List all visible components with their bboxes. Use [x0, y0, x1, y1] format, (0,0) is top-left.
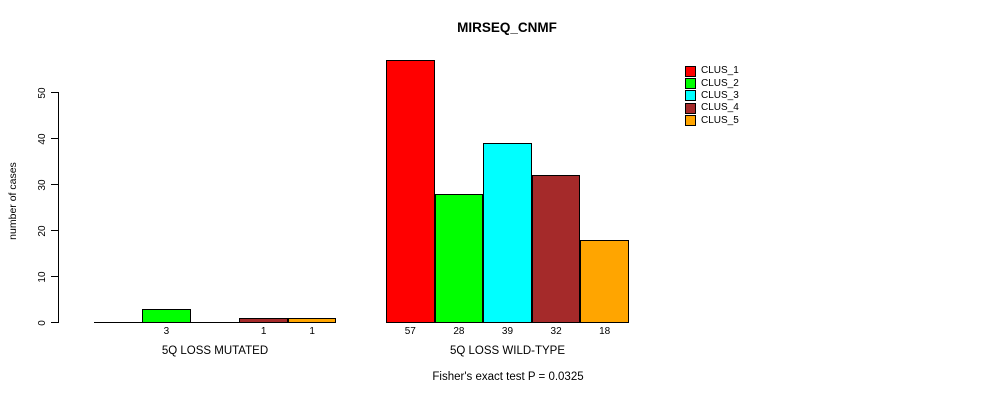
legend-swatch-icon [685, 78, 696, 90]
legend-item-clus_4: CLUS_4 [685, 102, 739, 114]
bar-clus_3 [190, 321, 240, 324]
fisher-test-caption: Fisher's exact test P = 0.0325 [432, 371, 584, 383]
bar-value-label: 18 [599, 326, 611, 337]
legend-swatch-icon [685, 115, 696, 127]
bar-clus_2 [142, 308, 191, 324]
y-tick [51, 137, 58, 140]
legend-item-clus_5: CLUS_5 [685, 115, 739, 127]
bar-value-label: 1 [309, 326, 315, 337]
bar-clus_1 [93, 321, 143, 324]
x-group-label: 5Q LOSS MUTATED [161, 345, 269, 357]
legend-item-clus_1: CLUS_1 [685, 65, 739, 77]
legend-label: CLUS_1 [701, 65, 739, 77]
x-group-label: 5Q LOSS WILD-TYPE [449, 345, 566, 357]
bar-value-label: 28 [453, 326, 465, 337]
y-tick [51, 275, 58, 278]
legend-swatch-icon [685, 102, 696, 114]
bar-value-label: 39 [501, 326, 514, 337]
y-tick [51, 91, 58, 94]
legend-label: CLUS_4 [701, 102, 739, 114]
y-axis-label: number of cases [7, 162, 19, 240]
y-tick [51, 321, 58, 324]
bar-clus_5 [580, 239, 629, 324]
bar-value-label: 57 [404, 326, 416, 337]
legend-swatch-icon [685, 65, 696, 77]
y-tick-label: 40 [37, 132, 48, 145]
legend-item-clus_2: CLUS_2 [685, 77, 739, 90]
y-tick [51, 229, 58, 232]
bar-clus_5 [287, 317, 337, 324]
y-tick-label: 30 [37, 178, 48, 191]
bar-clus_4 [531, 175, 581, 324]
y-tick [51, 183, 58, 186]
legend-label: CLUS_5 [701, 114, 739, 126]
legend: CLUS_1 CLUS_2 CLUS_3 CLUS_4 CLUS_5 [685, 65, 739, 127]
bar-value-label: 1 [260, 326, 267, 337]
y-tick-label: 50 [37, 86, 48, 99]
legend-swatch-icon [685, 90, 696, 102]
bar-clus_4 [239, 317, 288, 324]
bar-value-label: 32 [550, 326, 562, 337]
y-axis-line [58, 92, 60, 323]
bar-clus_2 [434, 193, 484, 324]
bar-clus_1 [386, 60, 435, 324]
y-tick-label: 0 [37, 319, 48, 326]
legend-label: CLUS_3 [701, 89, 739, 101]
bar-clus_3 [483, 143, 532, 324]
legend-item-clus_3: CLUS_3 [685, 90, 739, 102]
y-tick-label: 10 [37, 270, 48, 283]
y-tick-label: 20 [37, 224, 48, 237]
chart-title: MIRSEQ_CNMF [457, 20, 557, 35]
legend-label: CLUS_2 [701, 77, 739, 89]
bar-value-label: 3 [163, 326, 170, 337]
